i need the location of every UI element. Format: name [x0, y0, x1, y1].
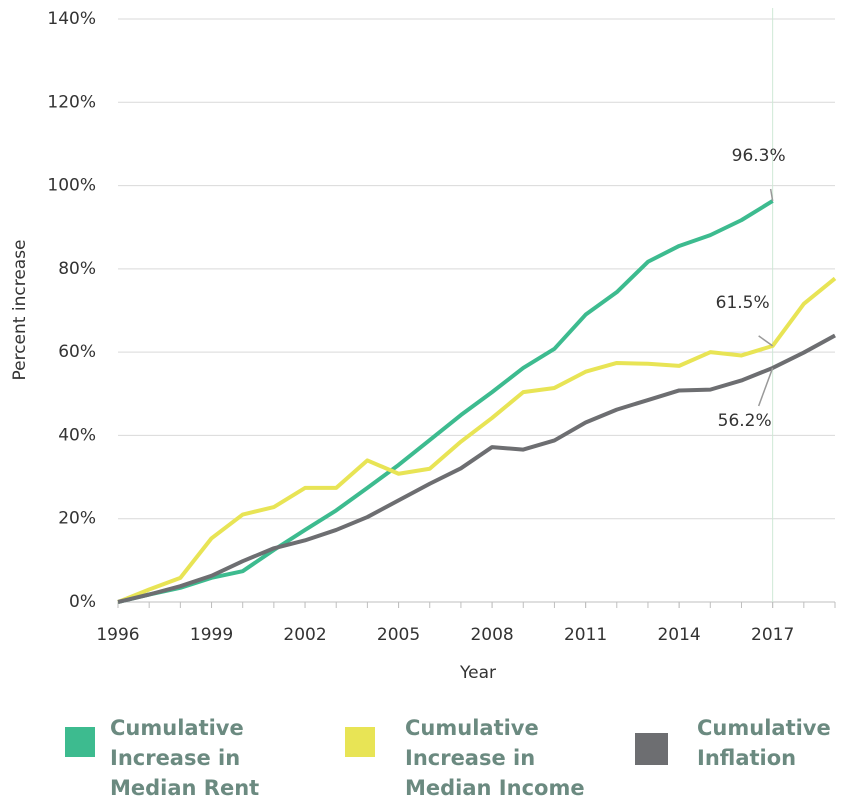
- x-tick-label: 1996: [96, 625, 139, 645]
- legend-swatch: [635, 733, 668, 765]
- legend-swatch: [65, 727, 95, 757]
- annotation-label: 61.5%: [716, 293, 770, 313]
- x-tick-label: 2014: [657, 625, 700, 645]
- y-tick-label: 20%: [58, 509, 96, 529]
- x-tick-label: 2017: [751, 625, 794, 645]
- x-tick-label: 2002: [283, 625, 326, 645]
- x-tick-label: 2005: [377, 625, 420, 645]
- legend-swatch: [345, 727, 375, 757]
- annotation-leader: [757, 367, 774, 407]
- x-tick-label: 1999: [190, 625, 233, 645]
- y-tick-label: 140%: [47, 9, 96, 29]
- x-axis-title: Year: [459, 663, 496, 683]
- y-axis-title: Percent increase: [10, 239, 30, 380]
- line-series: [117, 333, 836, 604]
- annotation-label: 56.2%: [718, 411, 772, 431]
- legend-label: Cumulative Increase in Median Rent: [110, 716, 260, 800]
- annotation-leader: [758, 335, 774, 347]
- y-tick-label: 40%: [58, 425, 96, 445]
- chart: Year Percent increase 0% 20% 40% 60% 80% 100%…: [10, 8, 837, 683]
- y-tick-label: 100%: [47, 176, 96, 196]
- line-series: [117, 276, 837, 604]
- y-tick-label: 120%: [47, 92, 96, 112]
- x-tick-label: 2011: [564, 625, 607, 645]
- y-tick-label: 0%: [69, 592, 96, 612]
- x-tick-label: 2008: [470, 625, 513, 645]
- annotation-leader: [769, 188, 774, 202]
- annotation-label: 96.3%: [732, 146, 786, 166]
- legend-label: Cumulative Inflation: [697, 716, 831, 770]
- line-series: [117, 199, 774, 604]
- y-tick-label: 60%: [58, 342, 96, 362]
- legend-label: Cumulative Increase in Median Income: [405, 716, 585, 800]
- y-tick-label: 80%: [58, 259, 96, 279]
